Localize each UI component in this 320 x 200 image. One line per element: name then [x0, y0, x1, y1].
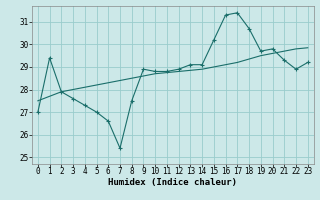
X-axis label: Humidex (Indice chaleur): Humidex (Indice chaleur) — [108, 178, 237, 187]
